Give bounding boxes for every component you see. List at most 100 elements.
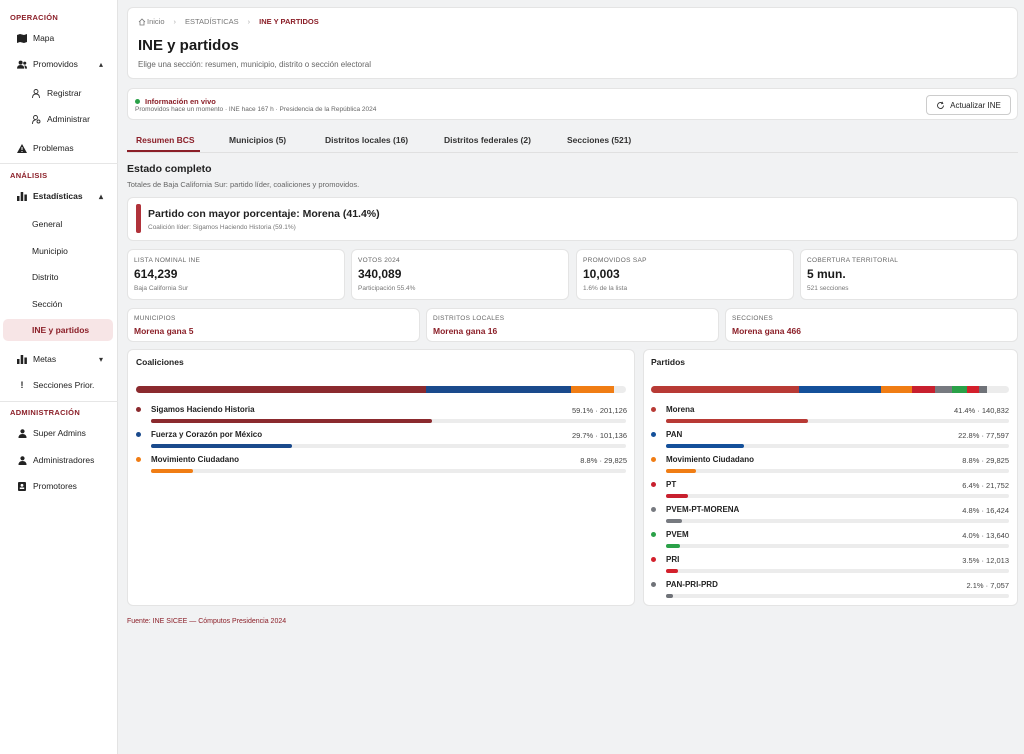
winner-label: DISTRITOS LOCALES (433, 315, 505, 322)
breadcrumb-current: INE Y PARTIDOS (259, 17, 319, 26)
list-item-value: 29.7% · 101,136 (571, 431, 627, 440)
sidebar-item-administrar[interactable]: Administrar (0, 108, 118, 130)
sidebar-item-label: Secciones Prior. (33, 380, 95, 390)
sidebar-divider (0, 401, 118, 402)
header-card (127, 7, 1018, 79)
sidebar-item-ine-partidos[interactable]: INE y partidos (3, 319, 113, 341)
source-footer: Fuente: INE SICEE — Cómputos Presidencia… (127, 618, 287, 625)
stat-sub: 521 secciones (807, 285, 849, 292)
progress-track (666, 519, 1009, 523)
user-icon (17, 428, 27, 438)
tab-secciones[interactable]: Secciones (521) (567, 135, 632, 145)
user-icon (17, 455, 27, 465)
leader-card (127, 197, 1018, 241)
sidebar-item-distrito[interactable]: Distrito (0, 266, 118, 288)
list-item-label: Movimiento Ciudadano (151, 455, 239, 464)
page-subtitle: Elige una sección: resumen, municipio, d… (138, 60, 372, 69)
warning-icon (17, 143, 27, 153)
sidebar: OPERACIÓN Mapa Promovidos ▴ Registrar Ad… (0, 0, 118, 754)
users-icon (17, 59, 27, 69)
bar-chart-icon (17, 354, 27, 364)
sidebar-item-administradores[interactable]: Administradores (0, 449, 118, 471)
progress-fill (666, 544, 680, 548)
list-item-label: Morena (666, 405, 695, 414)
stat-value: 614,239 (134, 267, 178, 281)
stack-segment (136, 386, 426, 393)
leader-accent-bar (136, 204, 141, 233)
chevron-down-icon: ▾ (98, 354, 103, 364)
stat-label: LISTA NOMINAL INE (134, 257, 201, 264)
sidebar-item-general[interactable]: General (0, 213, 118, 235)
breadcrumb-home[interactable]: Inicio (147, 17, 165, 26)
list-item-label: PAN-PRI-PRD (666, 580, 718, 589)
live-info-detail: Promovidos hace un momento · INE hace 16… (135, 106, 377, 113)
list-item-name: PRI (651, 555, 679, 564)
list-item-name: Sigamos Haciendo Historia (136, 405, 255, 414)
progress-track (151, 444, 626, 448)
list-item-label: PVEM (666, 530, 689, 539)
list-item-label: Sigamos Haciendo Historia (151, 405, 255, 414)
progress-fill (666, 469, 697, 473)
progress-track (666, 494, 1009, 498)
color-dot (651, 407, 656, 412)
stat-label: VOTOS 2024 (358, 257, 400, 264)
leader-subtitle: Coalición líder: Sigamos Haciendo Histor… (148, 224, 296, 231)
list-item-name: Fuerza y Corazón por México (136, 430, 262, 439)
sidebar-item-mapa[interactable]: Mapa (0, 27, 118, 49)
progress-fill (151, 444, 293, 448)
sidebar-item-promotores[interactable]: Promotores (0, 475, 118, 497)
leader-title: Partido con mayor porcentaje: Morena (41… (148, 208, 380, 220)
user-add-icon (31, 88, 41, 98)
progress-track (666, 444, 1009, 448)
list-item-value: 8.8% · 29,825 (580, 456, 627, 465)
progress-track (666, 594, 1009, 598)
winner-card-municipios (127, 308, 420, 342)
color-dot (136, 432, 141, 437)
stack-segment (880, 386, 913, 393)
chevron-up-icon: ▴ (98, 191, 103, 201)
sidebar-item-label: Metas (33, 354, 57, 364)
sidebar-item-estadisticas[interactable]: Estadísticas ▴ (0, 185, 118, 207)
sidebar-item-seccion[interactable]: Sección (0, 293, 118, 315)
user-manage-icon (31, 114, 41, 124)
stat-label: PROMOVIDOS SAP (583, 257, 647, 264)
sidebar-item-registrar[interactable]: Registrar (0, 82, 118, 104)
sidebar-item-promovidos[interactable]: Promovidos ▴ (0, 53, 118, 75)
progress-track (666, 419, 1009, 423)
tab-municipios[interactable]: Municipios (5) (229, 135, 287, 145)
section-title-administracion: ADMINISTRACIÓN (10, 408, 81, 417)
stack-segment (651, 386, 800, 393)
refresh-icon (936, 101, 945, 110)
section-title-operacion: OPERACIÓN (10, 13, 59, 22)
sidebar-item-label: Super Admins (33, 428, 86, 438)
update-ine-label: Actualizar INE (950, 100, 1001, 110)
coaliciones-title: Coaliciones (136, 357, 184, 367)
tab-resumen-bcs[interactable]: Resumen BCS (136, 135, 195, 145)
list-item-value: 4.0% · 13,640 (962, 531, 1009, 540)
sidebar-item-metas[interactable]: Metas ▾ (0, 348, 118, 370)
map-icon (17, 33, 27, 43)
update-ine-button[interactable]: Actualizar INE (926, 95, 1011, 115)
list-item-label: Fuerza y Corazón por México (151, 430, 263, 439)
stack-segment (979, 386, 987, 393)
section-title-analisis: ANÁLISIS (10, 171, 48, 180)
color-dot (136, 457, 141, 462)
stack-segment (799, 386, 881, 393)
list-item-value: 41.4% · 140,832 (953, 406, 1009, 415)
sidebar-item-super-admins[interactable]: Super Admins (0, 422, 118, 444)
sidebar-item-problemas[interactable]: Problemas (0, 137, 118, 159)
list-item-value: 59.1% · 201,126 (571, 406, 627, 415)
tab-distritos-locales[interactable]: Distritos locales (16) (325, 135, 409, 145)
progress-track (666, 469, 1009, 473)
id-card-icon (17, 481, 27, 491)
stat-value: 340,089 (358, 267, 402, 281)
sidebar-item-municipio[interactable]: Municipio (0, 240, 118, 262)
page-title: INE y partidos (138, 37, 239, 54)
sidebar-item-secciones-prior[interactable]: ! Secciones Prior. (0, 374, 118, 396)
sidebar-divider (0, 163, 118, 164)
tab-distritos-federales[interactable]: Distritos federales (2) (444, 135, 531, 145)
progress-track (151, 469, 626, 473)
breadcrumb-section[interactable]: ESTADÍSTICAS (185, 17, 239, 26)
list-item-label: PVEM-PT-MORENA (666, 505, 740, 514)
color-dot (651, 457, 656, 462)
